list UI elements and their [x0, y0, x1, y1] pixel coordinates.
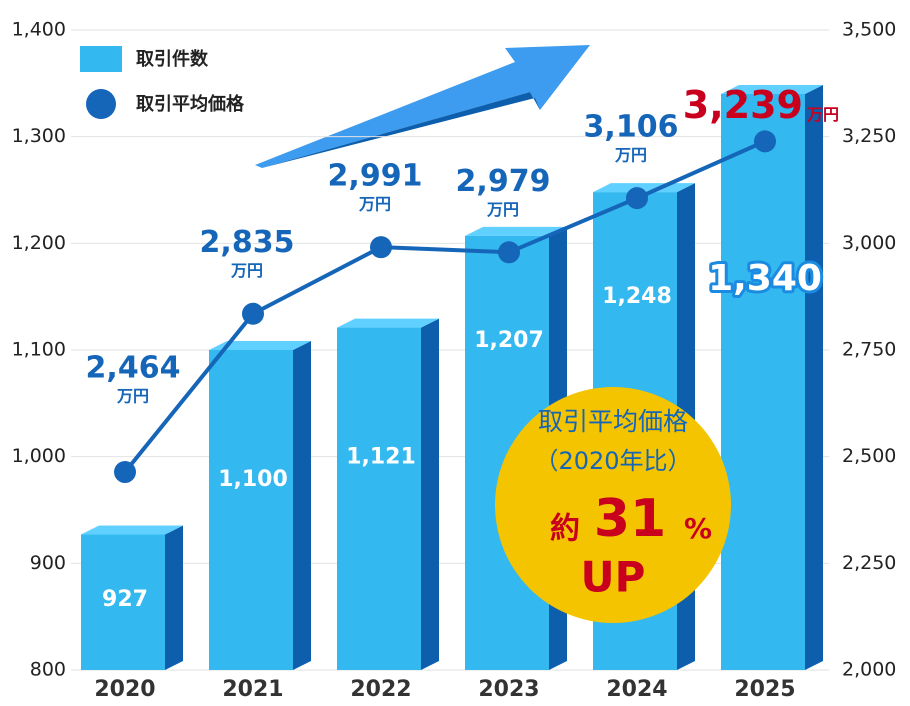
y-tick-label: 800 — [30, 659, 66, 681]
bar-value-label: 1,121 — [346, 445, 416, 470]
trend-arrow-shade — [262, 92, 540, 168]
y-tick-label: 1,000 — [12, 445, 66, 467]
callout-subtitle: （2020年比） — [534, 447, 691, 475]
x-tick-label: 2024 — [606, 677, 667, 702]
bar-top — [209, 341, 311, 350]
legend-swatch — [86, 89, 116, 119]
bar-value-label: 927 — [102, 587, 148, 612]
bar-side — [165, 525, 183, 670]
line-point — [498, 241, 520, 264]
line-value-label-highlight: 3,239 — [683, 83, 803, 127]
y-tick-label: 1,300 — [12, 125, 66, 147]
line-value-label: 2,979 — [456, 164, 551, 199]
bar — [721, 94, 805, 670]
legend-swatch — [80, 46, 122, 72]
line-point — [370, 236, 392, 259]
line-unit-label: 万円 — [614, 146, 647, 165]
bar-value-label: 1,207 — [474, 328, 544, 353]
bar-top — [465, 226, 567, 236]
y2-tick-label: 2,500 — [842, 445, 896, 467]
y2-tick-label: 3,250 — [842, 125, 896, 147]
bar-top — [81, 525, 183, 535]
y-tick-label: 1,400 — [12, 19, 66, 41]
y2-tick-label: 2,250 — [842, 552, 896, 574]
line-point — [242, 302, 264, 325]
bar-value-label: 1,100 — [218, 467, 288, 492]
line-unit-label: 万円 — [806, 105, 839, 124]
callout-title: 取引平均価格 — [538, 407, 688, 436]
x-tick-label: 2023 — [478, 677, 539, 702]
line-value-label: 2,464 — [86, 351, 181, 386]
bar-value-label: 1,248 — [602, 284, 672, 309]
bar — [337, 327, 421, 670]
line-value-label: 2,991 — [328, 159, 423, 194]
line — [123, 139, 766, 474]
trend-arrow — [255, 45, 590, 168]
callout-value: 31 — [594, 489, 666, 549]
y2-tick-label: 2,000 — [842, 659, 896, 681]
y2-tick-label: 3,500 — [842, 19, 896, 41]
line-unit-label: 万円 — [116, 387, 149, 406]
line-unit-label: 万円 — [230, 261, 263, 280]
bar-value-label-highlight: 1,340 — [708, 258, 822, 299]
y2-tick-label: 2,750 — [842, 339, 896, 361]
bar-top — [721, 85, 823, 94]
line-unit-label: 万円 — [358, 195, 391, 214]
line-value-label: 2,835 — [200, 225, 295, 260]
bar-side — [805, 85, 823, 670]
x-tick-label: 2022 — [350, 677, 411, 702]
bar-side — [293, 341, 311, 670]
y2-tick-label: 3,000 — [842, 232, 896, 254]
x-tick-label: 2025 — [734, 677, 795, 702]
line-point — [114, 461, 136, 484]
y-tick-label: 1,100 — [12, 339, 66, 361]
bar-side — [421, 318, 439, 670]
y-tick-label: 900 — [30, 552, 66, 574]
legend-label: 取引件数 — [136, 48, 209, 70]
bar-top — [337, 318, 439, 328]
bar — [209, 350, 293, 670]
callout-suffix: UP — [581, 553, 646, 602]
callout-unit: % — [684, 512, 712, 545]
y-tick-label: 1,200 — [12, 232, 66, 254]
line-value-label: 3,106 — [584, 110, 679, 145]
callout-badge — [495, 387, 731, 623]
x-tick-label: 2020 — [94, 677, 155, 702]
line-unit-label: 万円 — [486, 200, 519, 219]
line-point — [754, 130, 776, 153]
legend-label: 取引平均価格 — [136, 93, 245, 115]
x-tick-label: 2021 — [222, 677, 283, 702]
callout-prefix: 約 — [550, 512, 580, 547]
line-point — [626, 187, 648, 210]
bar — [81, 534, 165, 670]
